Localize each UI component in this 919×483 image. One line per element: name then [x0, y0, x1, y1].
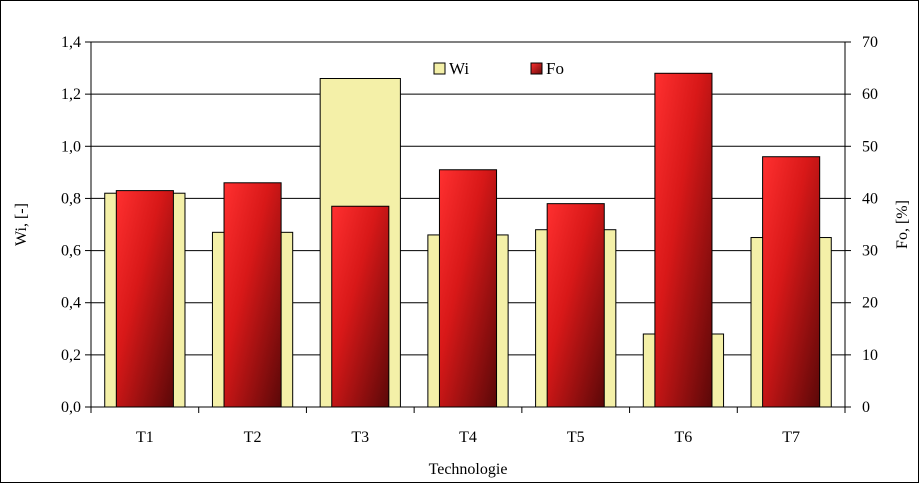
legend-swatch-wi	[433, 62, 446, 75]
x-tick-label: T6	[675, 429, 693, 446]
right-tick-label: 50	[862, 138, 878, 155]
bar-fo-t1	[115, 190, 174, 408]
right-tick-label: 30	[862, 243, 878, 260]
legend: Wi Fo	[433, 59, 564, 78]
right-tick-label: 40	[862, 190, 878, 207]
bar-fo-t4	[438, 169, 498, 408]
bar-fo-t5	[546, 203, 605, 408]
left-tick-label: 0,8	[61, 190, 81, 207]
right-tick-label: 20	[862, 295, 878, 312]
left-tick-label: 1,4	[61, 34, 81, 51]
legend-label-fo: Fo	[546, 59, 564, 78]
x-tick-label: T7	[782, 429, 800, 446]
left-tick-label: 0,4	[61, 295, 81, 312]
x-axis: T1 T2 T3 T4 T5 T6 T7	[90, 407, 846, 446]
left-tick-label: 1,2	[61, 86, 81, 103]
left-tick-label: 0,6	[61, 243, 81, 260]
right-tick-label: 0	[862, 399, 870, 416]
legend-swatch-fo	[530, 62, 543, 75]
bar-fo-t2	[223, 182, 282, 408]
y-axis-title: Wi, [-]	[13, 203, 30, 246]
right-tick-label: 10	[862, 347, 878, 364]
legend-label-wi: Wi	[449, 59, 469, 78]
x-tick-label: T5	[567, 429, 585, 446]
x-tick-label: T4	[459, 429, 477, 446]
right-y-axis: 0 10 20 30 40 50 60 70	[845, 34, 878, 416]
right-tick-label: 60	[862, 86, 878, 103]
bar-fo-t6	[654, 72, 713, 408]
right-tick-label: 70	[862, 34, 878, 51]
left-tick-label: 1,0	[61, 138, 81, 155]
bar-fo-t3	[331, 205, 390, 408]
left-y-axis: 0,0 0,2 0,4 0,6 0,8 1,0 1,2 1,4	[61, 34, 91, 416]
y2-axis-title: Fo, [%]	[894, 200, 911, 249]
left-tick-label: 0,2	[61, 347, 81, 364]
fo-bars	[115, 72, 821, 408]
x-axis-title: Technologie	[429, 461, 508, 478]
bar-fo-t7	[762, 156, 821, 408]
x-tick-label: T3	[351, 429, 369, 446]
x-tick-label: T1	[136, 429, 154, 446]
plot-area-border	[90, 41, 846, 408]
left-tick-label: 0,0	[61, 399, 81, 416]
x-tick-label: T2	[244, 429, 262, 446]
